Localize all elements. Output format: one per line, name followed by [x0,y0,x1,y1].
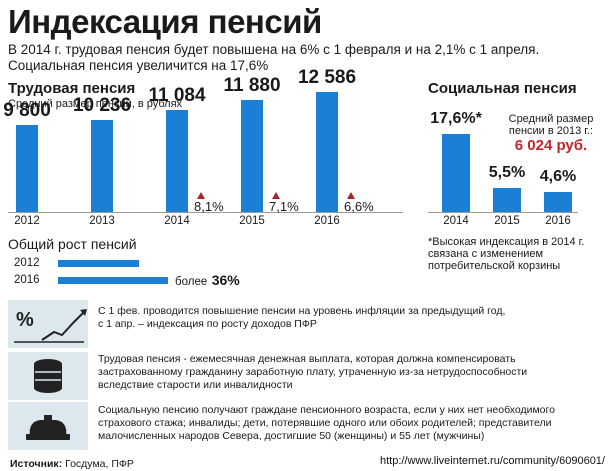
social-footnote-line-1: *Высокая индексация в 2014 г. [428,236,585,248]
note-1-line-2: с 1 апр. – индексация по росту доходов П… [98,318,317,330]
note-box-2 [8,352,88,400]
growth-arrow-icon [197,192,205,199]
social-avg-value: 6 024 руб. [514,137,588,154]
watermark-url: http://www.liveinternet.ru/community/609… [379,455,605,467]
growth-label: более 36% [175,272,240,290]
labor-bar-2012 [16,124,38,212]
growth-arrow-icon [347,192,355,199]
labor-chart-baseline [8,212,403,213]
note-3-line-2: страхового стажа; инвалиды; дети, потеря… [98,417,552,429]
growth-title: Общий рост пенсий [8,236,137,252]
labor-chart-title: Трудовая пенсия [8,80,136,97]
intro-line-2: Социальная пенсия увеличится на 17,6% [8,58,269,73]
note-box-1: % [8,300,88,348]
growth-year-label-2016: 2016 [14,274,40,286]
social-chart-baseline [428,212,578,213]
growth-bar-2012 [58,260,139,267]
growth-value: 36% [211,272,240,288]
labor-growth-label-2015: 7,1% [269,199,299,214]
source-label: Источник: [10,458,63,470]
wallet-icon [26,415,70,440]
coin-stack-icon [34,359,62,393]
social-chart-title: Социальная пенсия [428,80,577,97]
note-text-2: Трудовая пенсия - ежемесячная денежная в… [98,353,606,392]
growth-arrow-icon [272,192,280,199]
social-value-label-2016: 4,6% [539,167,577,185]
intro-line-1: В 2014 г. трудовая пенсия будет повышена… [8,42,540,57]
labor-bar-2014 [166,109,188,212]
social-avg-label-line-1: Средний размер [508,113,594,125]
social-bar-2014 [442,134,470,212]
social-avg-label-line-2: пенсии в 2013 г.: [508,125,594,137]
growth-chart: 2012 2016 [0,0,300,300]
social-year-label-2015: 2015 [494,215,520,227]
source: Источник: Госдума, ПФР [10,458,134,470]
labor-bar-2015 [241,100,263,212]
labor-bar-2013 [91,119,113,212]
note-1-line-1: С 1 фев. проводится повышение пенсии на … [98,305,506,317]
note-2-line-2: застрахованному гражданину заработную пл… [98,366,528,378]
labor-year-label-2015: 2015 [239,215,265,227]
page-title: Индексация пенсий [8,3,322,40]
labor-growth-label-2016: 6,6% [344,199,374,214]
growth-bar-2016 [58,277,168,284]
social-value-label-2014: 17,6%* [430,110,482,127]
note-2-line-3: вследствие старости или инвалидности [98,379,293,391]
labor-value-label-2012: 9 800 [3,99,51,121]
note-box-3 [8,402,88,450]
social-bar-2015 [493,187,521,212]
labor-year-label-2012: 2012 [14,215,40,227]
labor-chart-subtitle: Средний размер пенсии, в рублях [8,98,183,110]
source-value: Госдума, ПФР [65,458,134,470]
social-year-label-2014: 2014 [443,215,469,227]
labor-value-label-2015: 11 880 [223,75,281,97]
labor-year-label-2016: 2016 [314,215,340,227]
note-text-1: С 1 фев. проводится повышение пенсии на … [98,305,606,331]
labor-value-label-2016: 12 586 [297,67,357,88]
note-2-line-1: Трудовая пенсия - ежемесячная денежная в… [98,353,516,365]
labor-year-label-2014: 2014 [164,215,190,227]
note-3-line-3: малочисленных народов Севера, достигшие … [98,430,485,442]
note-text-3: Социальную пенсию получают граждане пенс… [98,404,606,443]
social-year-label-2016: 2016 [545,215,571,227]
social-footnote-line-3: потребительской корзины [428,260,561,272]
social-bar-2016 [544,191,572,212]
percent-growth-icon: % [14,309,87,343]
social-pension-chart: 17,6%* 2014 5,5% 2015 4,6% 2016 [428,110,578,227]
labor-bar-2016 [316,92,338,212]
growth-prefix: более [175,276,208,288]
social-value-label-2015: 5,5% [488,163,526,181]
labor-year-label-2013: 2013 [89,215,115,227]
growth-year-label-2012: 2012 [14,257,40,269]
labor-growth-label-2014: 8,1% [194,199,224,214]
note-3-line-1: Социальную пенсию получают граждане пенс… [98,404,555,416]
labor-pension-chart: 9 800 2012 10 236 2013 11 084 2014 8,1% 11 880 2… [0,0,420,240]
labor-value-label-2014: 11 084 [148,84,206,106]
social-footnote-line-2: связана с изменением [428,248,544,260]
svg-text:%: % [16,309,34,331]
labor-value-label-2013: 10 236 [72,94,132,116]
